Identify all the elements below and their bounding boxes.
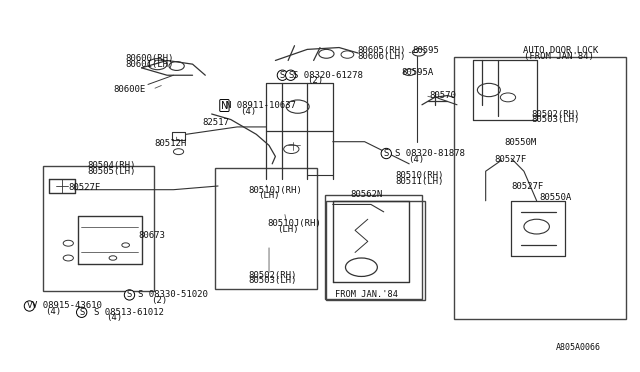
Text: 80505(LH): 80505(LH)	[88, 167, 136, 176]
Text: 82517: 82517	[202, 118, 229, 126]
Text: (2): (2)	[307, 76, 323, 85]
Text: 80504(RH): 80504(RH)	[88, 161, 136, 170]
Text: V 08915-43610: V 08915-43610	[32, 301, 102, 311]
Text: V: V	[26, 301, 32, 311]
Text: (LH): (LH)	[258, 192, 280, 201]
Text: (4): (4)	[106, 313, 123, 322]
Bar	[43, 166, 154, 291]
Text: 80527F: 80527F	[68, 183, 100, 192]
Text: 80605(RH): 80605(RH)	[357, 46, 405, 55]
Text: S 08320-81878: S 08320-81878	[395, 149, 465, 158]
Text: 80510(RH): 80510(RH)	[395, 171, 444, 180]
Bar	[326, 201, 425, 301]
Text: (4): (4)	[45, 307, 61, 316]
Text: 80527F: 80527F	[494, 154, 526, 164]
Text: 80502(RH): 80502(RH)	[248, 271, 297, 280]
Text: 80601(LH): 80601(LH)	[125, 60, 174, 70]
Text: 80550A: 80550A	[540, 193, 572, 202]
Bar	[325, 195, 422, 299]
Text: FROM JAN.'84: FROM JAN.'84	[335, 291, 397, 299]
Bar	[454, 57, 626, 319]
Text: S: S	[79, 308, 84, 317]
Text: (4): (4)	[241, 106, 257, 116]
Text: S 08320-61278: S 08320-61278	[293, 71, 363, 80]
Text: (2): (2)	[151, 296, 167, 305]
Text: 80570: 80570	[429, 91, 456, 100]
Text: 80595: 80595	[412, 46, 439, 55]
Text: S: S	[127, 291, 132, 299]
Text: (FROM JAN'84): (FROM JAN'84)	[524, 52, 594, 61]
Text: A805A0066: A805A0066	[556, 343, 601, 352]
Text: 80503(LH): 80503(LH)	[248, 276, 297, 285]
Text: 80595A: 80595A	[401, 68, 433, 77]
Text: 80512H: 80512H	[154, 139, 187, 148]
Text: 80606(LH): 80606(LH)	[357, 52, 405, 61]
Text: 80600E: 80600E	[113, 85, 145, 94]
Text: S: S	[288, 71, 293, 80]
Text: 80511(LH): 80511(LH)	[395, 177, 444, 186]
Text: S 08330-51020: S 08330-51020	[138, 291, 208, 299]
Text: AUTO DOOR LOCK: AUTO DOOR LOCK	[523, 46, 598, 55]
Text: N 08911-10637: N 08911-10637	[226, 101, 296, 110]
Text: S: S	[383, 149, 389, 158]
Bar	[215, 167, 317, 289]
Text: S 08513-61012: S 08513-61012	[94, 308, 164, 317]
Text: S: S	[280, 71, 285, 80]
Text: 80502(RH): 80502(RH)	[532, 109, 580, 119]
Text: 80562N: 80562N	[351, 190, 383, 199]
Text: 80600(RH): 80600(RH)	[125, 54, 174, 63]
Text: 80673: 80673	[138, 231, 165, 240]
Text: (4): (4)	[408, 154, 424, 164]
Text: 80510J(RH): 80510J(RH)	[248, 186, 302, 195]
Text: 80510J(RH): 80510J(RH)	[268, 219, 321, 228]
Text: (LH): (LH)	[277, 225, 299, 234]
Text: 80550M: 80550M	[505, 138, 537, 147]
Text: N: N	[221, 100, 228, 110]
Text: 80503(LH): 80503(LH)	[532, 115, 580, 124]
Text: 80527F: 80527F	[511, 182, 543, 191]
